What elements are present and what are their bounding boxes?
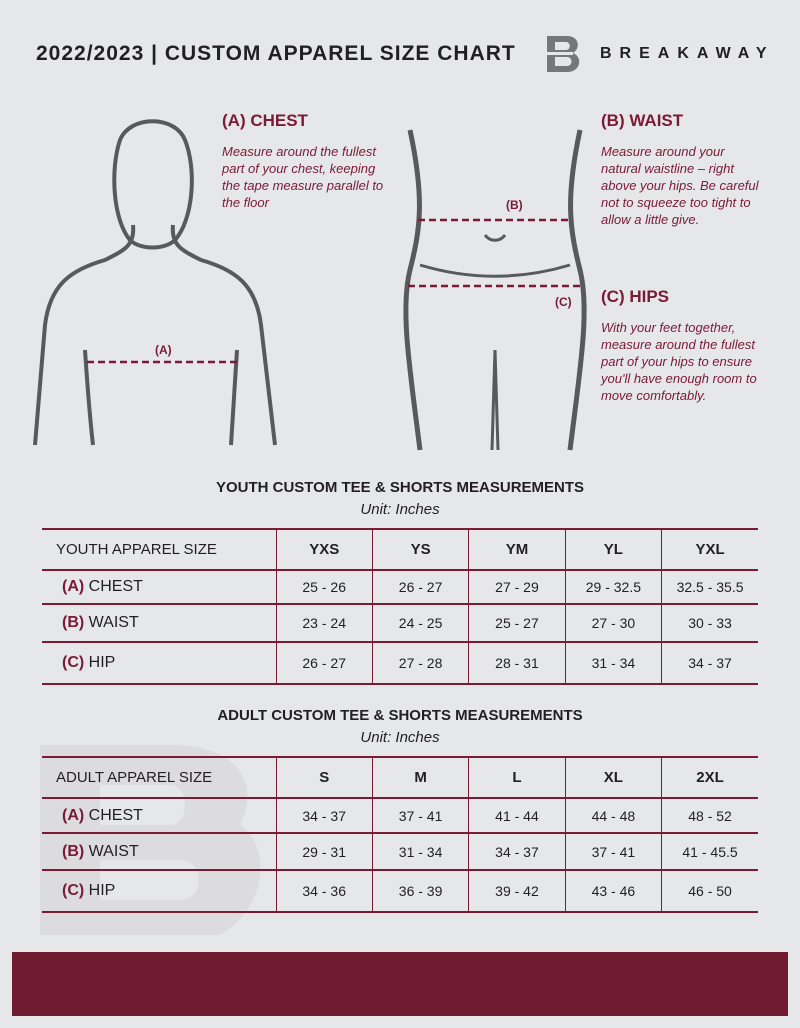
table-cell: 37 - 41 xyxy=(564,833,662,871)
measurement-tag: (B) xyxy=(62,614,85,631)
size-column-header: L xyxy=(468,757,566,799)
table-cell: 29 - 32.5 xyxy=(564,570,662,605)
footer-bar xyxy=(12,952,788,1016)
table-cell: 28 - 31 xyxy=(468,642,566,685)
table-cell: 27 - 30 xyxy=(564,604,662,643)
table-cell: 39 - 42 xyxy=(468,870,566,913)
table-cell: 29 - 31 xyxy=(275,833,373,871)
table-cell: 37 - 41 xyxy=(371,798,469,834)
table-cell: 27 - 28 xyxy=(371,642,469,685)
waist-marker: (B) xyxy=(506,198,523,212)
measurement-label: (B) WAIST xyxy=(42,604,276,643)
table-cell: 25 - 27 xyxy=(468,604,566,643)
measurement-label: (C) HIP xyxy=(42,642,276,685)
measurement-tag: (C) xyxy=(62,654,85,671)
table-row: (C) HIP 34 - 36 36 - 39 39 - 42 43 - 46 46 - … xyxy=(42,870,758,913)
size-column-header: XL xyxy=(564,757,662,799)
measurement-tag: (B) xyxy=(62,842,85,860)
measurement-name: HIP xyxy=(88,882,116,899)
size-column-header: S xyxy=(275,757,373,799)
table-cell: 26 - 27 xyxy=(275,642,373,685)
table-cell: 31 - 34 xyxy=(371,833,469,871)
breakaway-logo-icon xyxy=(543,36,580,72)
chest-heading: (A) CHEST xyxy=(222,111,308,130)
table-header-row: YOUTH APPAREL SIZE YXS YS YM YL YXL xyxy=(42,529,758,571)
table-cell: 24 - 25 xyxy=(371,604,469,643)
measurement-name: WAIST xyxy=(88,842,139,860)
table-cell: 46 - 50 xyxy=(661,870,758,913)
measurement-label: (C) HIP xyxy=(42,870,276,913)
table-cell: 27 - 29 xyxy=(468,570,566,605)
table-cell: 34 - 37 xyxy=(468,833,566,871)
table-cell: 43 - 46 xyxy=(564,870,662,913)
table-row: (B) WAIST 23 - 24 24 - 25 25 - 27 27 - 30 30 … xyxy=(42,604,758,643)
table-cell: 32.5 - 35.5 xyxy=(661,570,758,605)
measurement-tag: (C) xyxy=(62,882,85,899)
table-cell: 23 - 24 xyxy=(275,604,373,643)
table-cell: 48 - 52 xyxy=(661,798,758,834)
table-cell: 26 - 27 xyxy=(371,570,469,605)
hips-heading: (C) HIPS xyxy=(601,287,669,306)
size-column-header: YS xyxy=(371,529,469,571)
size-column-header: YM xyxy=(468,529,566,571)
size-column-header: YXL xyxy=(661,529,758,571)
size-column-header: M xyxy=(371,757,469,799)
adult-unit: Unit: Inches xyxy=(360,729,440,746)
table-cell: 34 - 37 xyxy=(661,642,758,685)
table-cell: 31 - 34 xyxy=(564,642,662,685)
measurement-name: WAIST xyxy=(88,614,139,631)
table-row: (B) WAIST 29 - 31 31 - 34 34 - 37 37 - 41 41 … xyxy=(42,833,758,871)
measurement-tag: (A) xyxy=(62,806,85,824)
table-row: (A) CHEST 25 - 26 26 - 27 27 - 29 29 - 32.5 3… xyxy=(42,570,758,605)
hips-marker: (C) xyxy=(555,295,572,309)
table-cell: 34 - 37 xyxy=(275,798,373,834)
measurement-label: (A) CHEST xyxy=(42,570,276,605)
table-header-row: ADULT APPAREL SIZE S M L XL 2XL xyxy=(42,757,758,799)
table-cell: 36 - 39 xyxy=(371,870,469,913)
chest-description: Measure around the fullest part of your … xyxy=(222,144,384,210)
chest-marker: (A) xyxy=(155,343,172,357)
youth-unit: Unit: Inches xyxy=(360,501,440,518)
size-header: YOUTH APPAREL SIZE xyxy=(42,529,276,571)
table-cell: 41 - 44 xyxy=(468,798,566,834)
lower-body-figure: (B) (C) xyxy=(403,129,587,451)
measurement-label: (B) WAIST xyxy=(42,833,276,871)
upper-body-figure: (A) xyxy=(33,119,277,446)
table-row: (C) HIP 26 - 27 27 - 28 28 - 31 31 - 34 34 - … xyxy=(42,642,758,685)
table-cell: 44 - 48 xyxy=(564,798,662,834)
measurement-name: CHEST xyxy=(88,578,143,595)
measurement-name: HIP xyxy=(88,654,116,671)
table-row: (A) CHEST 34 - 37 37 - 41 41 - 44 44 - 48 48 … xyxy=(42,798,758,834)
table-cell: 41 - 45.5 xyxy=(661,833,758,871)
table-cell: 34 - 36 xyxy=(275,870,373,913)
measurement-name: CHEST xyxy=(88,806,143,824)
brand-name: BREAKAWAY xyxy=(600,45,775,62)
measurement-tag: (A) xyxy=(62,578,85,595)
size-column-header: 2XL xyxy=(661,757,758,799)
size-column-header: YXS xyxy=(275,529,373,571)
adult-size-table: ADULT APPAREL SIZE S M L XL 2XL (A) CHEST 34 - … xyxy=(42,756,758,913)
youth-table-title: YOUTH CUSTOM TEE & SHORTS MEASUREMENTS xyxy=(215,479,585,496)
page-title: 2022/2023 | CUSTOM APPAREL SIZE CHART xyxy=(36,42,516,65)
size-column-header: YL xyxy=(564,529,662,571)
table-cell: 30 - 33 xyxy=(661,604,758,643)
waist-heading: (B) WAIST xyxy=(601,111,684,130)
size-header: ADULT APPAREL SIZE xyxy=(42,757,276,799)
waist-description: Measure around your natural waistline – … xyxy=(601,144,759,227)
table-cell: 25 - 26 xyxy=(275,570,373,605)
youth-size-table: YOUTH APPAREL SIZE YXS YS YM YL YXL (A) CHEST 2… xyxy=(42,528,758,685)
hips-description: With your feet together, measure around … xyxy=(601,320,757,403)
adult-table-title: ADULT CUSTOM TEE & SHORTS MEASUREMENTS xyxy=(217,707,583,724)
measurement-label: (A) CHEST xyxy=(42,798,276,834)
